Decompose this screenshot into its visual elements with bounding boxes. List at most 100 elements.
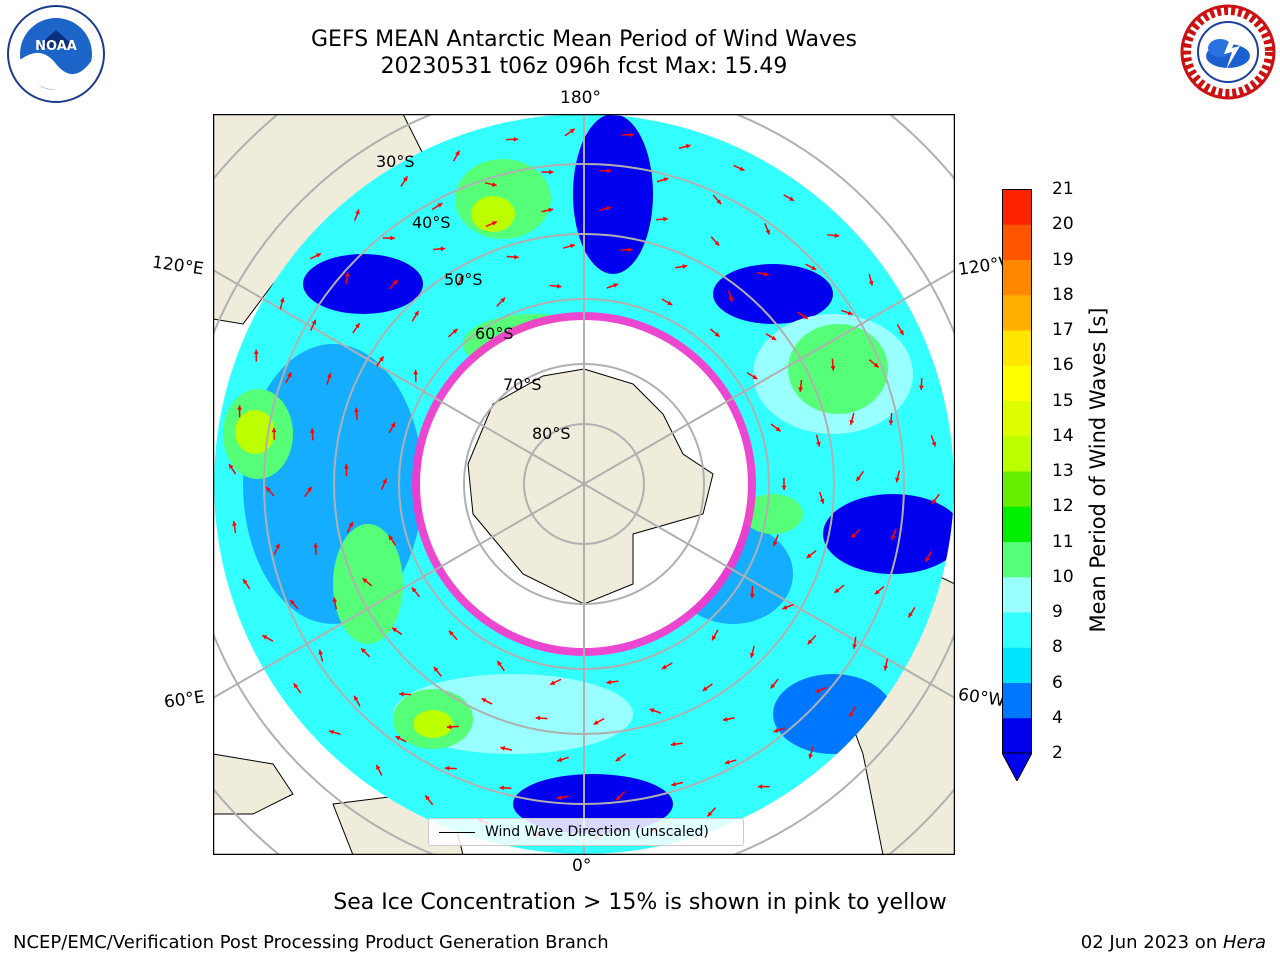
wave-green-4 (788, 324, 888, 414)
polar-map (213, 114, 955, 855)
wind-arrow-head (663, 177, 669, 182)
wind-arrow-head (556, 795, 562, 800)
colorbar-extend-triangle (1002, 752, 1032, 781)
wind-arrow-head (627, 247, 633, 253)
map-legend: Wind Wave Direction (unscaled) (428, 818, 744, 846)
wind-arrow-head (513, 136, 519, 142)
legend-label: Wind Wave Direction (unscaled) (485, 824, 709, 840)
wind-arrow-head (773, 728, 779, 733)
wind-arrow-head (782, 605, 788, 610)
wind-arrow-head (770, 683, 776, 689)
wind-arrow-head (354, 695, 359, 701)
wind-arrow-head (491, 221, 497, 226)
wind-arrow-head (449, 630, 454, 636)
wind-arrow-head (290, 599, 295, 605)
wind-arrow-head (570, 243, 575, 249)
wind-arrow-head (414, 310, 419, 316)
wind-arrow-head (391, 627, 397, 633)
wave-yellow-2 (471, 196, 515, 232)
land-antarctica (467, 368, 714, 605)
wind-arrow-head (685, 144, 691, 149)
wind-arrow-head (287, 372, 292, 378)
wind-arrow-head (728, 297, 734, 303)
wind-arrow-head (749, 652, 755, 658)
wind-arrow-head (722, 716, 728, 722)
colorbar-tick-label: 9 (1052, 602, 1063, 622)
wind-arrow-head (491, 182, 497, 187)
wind-arrow-head (932, 498, 937, 504)
wind-arrow-head (771, 335, 777, 340)
colorbar-tick-label: 11 (1052, 531, 1074, 552)
wind-arrow-head (802, 314, 808, 319)
wind-arrow-head (413, 369, 419, 375)
wind-arrow-head (535, 715, 541, 721)
lat-label-30s: 30°S (376, 152, 415, 171)
colorbar-segment (1002, 365, 1032, 401)
wind-arrow-head (549, 169, 554, 175)
wind-arrow-head (702, 686, 708, 691)
wind-arrow-head (847, 310, 853, 316)
wind-arrow-head (852, 644, 857, 649)
wind-arrow-head (851, 533, 857, 538)
wind-arrow-head (275, 543, 280, 549)
colorbar-segment (1002, 717, 1032, 754)
wind-arrow-head (229, 463, 234, 469)
colorbar-tick-label: 13 (1052, 461, 1074, 481)
wind-arrow-head (895, 477, 900, 483)
lon-label-180: 180° (560, 88, 601, 108)
wind-arrow-head (606, 206, 611, 211)
graticule (213, 114, 955, 855)
wind-arrow-head (891, 534, 896, 540)
wind-arrow-head (548, 207, 554, 213)
wind-arrow-head (307, 486, 312, 492)
lon-label-0: 0° (572, 856, 592, 876)
wind-arrow-head (765, 229, 770, 235)
wind-arrow-head (856, 476, 861, 482)
wind-arrow-head (649, 708, 655, 713)
wind-arrow-head (326, 373, 332, 379)
wind-arrow-head (446, 724, 452, 730)
date-text: 02 Jun 2023 on (1080, 932, 1223, 953)
wind-arrow-head (808, 753, 814, 759)
wind-arrow-head (399, 691, 404, 697)
wind-arrow-head (925, 556, 930, 562)
lon-label-60w: 60°W (956, 684, 1007, 712)
wind-arrow-head (868, 280, 874, 286)
wave-yellow-3 (413, 710, 453, 738)
wind-arrow-head (716, 199, 722, 205)
wind-arrow-head (376, 764, 381, 770)
colorbar-tick-label: 18 (1052, 284, 1074, 305)
colorbar-segment (1002, 294, 1032, 331)
wind-arrow-head (237, 405, 242, 410)
wave-yellow-1 (235, 410, 275, 454)
wind-arrow-head (455, 150, 460, 156)
wind-arrow-head (355, 209, 360, 215)
noaa-logo: NOAA (7, 5, 105, 103)
wind-arrow-head (806, 553, 812, 558)
wind-arrow-head (931, 441, 937, 447)
sea-ice-note: Sea Ice Concentration > 15% is shown in … (333, 890, 947, 915)
wind-arrow-head (425, 795, 430, 801)
wind-arrow-head (279, 297, 285, 303)
colorbar-tick-label: 12 (1052, 496, 1074, 517)
wind-arrow-head (899, 329, 904, 335)
wind-arrow-head (811, 265, 817, 270)
wind-arrow-head (500, 297, 506, 303)
wind-arrow-head (593, 720, 599, 725)
wind-arrow-head (362, 578, 368, 583)
wave-green-7 (743, 494, 803, 534)
colorbar-segment (1002, 506, 1032, 542)
wind-arrow-head (616, 795, 622, 801)
wind-arrow-head (607, 168, 612, 174)
wind-arrow-head (775, 426, 781, 432)
wind-arrow-head (819, 498, 825, 504)
wind-arrow-head (232, 521, 237, 526)
wind-arrow-head (739, 166, 745, 171)
colorbar-tick-label: 16 (1052, 355, 1074, 376)
wind-arrow-head (344, 272, 350, 277)
credit-line: NCEP/EMC/Verification Post Processing Pr… (13, 932, 609, 953)
lat-label-70s: 70°S (503, 375, 542, 394)
colorbar (1002, 189, 1032, 781)
colorbar-segment (1002, 576, 1032, 613)
wind-arrow-head (332, 597, 338, 603)
